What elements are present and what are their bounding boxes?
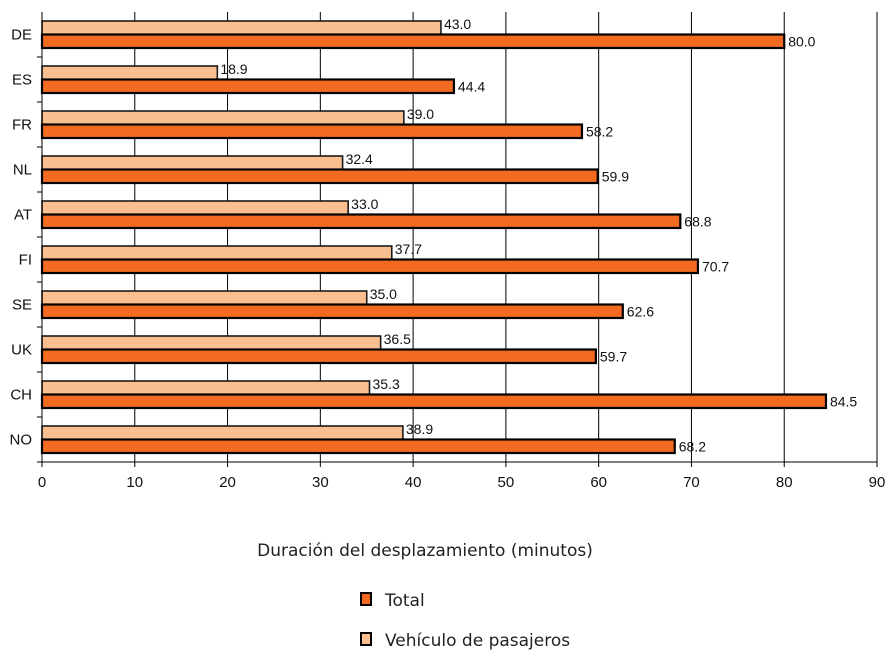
- bar-passenger-se: [41, 290, 368, 306]
- x-tick-label: 70: [683, 474, 700, 491]
- data-label-passenger: 39.0: [407, 106, 434, 122]
- x-tick-label: 40: [405, 474, 422, 491]
- bar-total-at: [40, 213, 682, 230]
- x-tick-label: 60: [590, 474, 607, 491]
- x-tick-label: 0: [38, 474, 46, 491]
- category-label-fi: FI: [19, 252, 32, 269]
- category-label-no: NO: [10, 432, 33, 449]
- category-label-es: ES: [12, 72, 32, 89]
- legend-swatch: [360, 592, 372, 606]
- data-label-total: 68.2: [679, 439, 706, 455]
- category-label-at: AT: [14, 207, 32, 224]
- bar-total-ch: [40, 393, 828, 410]
- bar-passenger-es: [41, 65, 219, 81]
- category-label-ch: CH: [10, 387, 32, 404]
- bar-passenger-at: [41, 200, 349, 216]
- bar-total-es: [40, 78, 456, 95]
- data-label-total: 62.6: [627, 304, 654, 320]
- bar-total-nl: [40, 168, 599, 185]
- data-label-passenger: 38.9: [406, 421, 433, 437]
- category-label-fr: FR: [12, 117, 32, 134]
- data-label-total: 58.2: [586, 124, 613, 140]
- bar-passenger-no: [41, 425, 404, 441]
- data-label-passenger: 37.7: [395, 241, 422, 257]
- category-label-nl: NL: [13, 162, 32, 179]
- data-label-total: 59.9: [602, 169, 629, 185]
- data-label-passenger: 35.0: [370, 286, 397, 302]
- data-label-total: 59.7: [600, 349, 627, 365]
- category-label-se: SE: [12, 297, 32, 314]
- x-tick-label: 30: [312, 474, 329, 491]
- bar-total-se: [40, 303, 624, 320]
- data-label-total: 84.5: [830, 394, 857, 410]
- bar-total-uk: [40, 348, 597, 365]
- legend: Total Vehículo de pasajeros: [360, 591, 570, 651]
- x-tick-label: 90: [869, 474, 886, 491]
- legend-swatch: [360, 632, 372, 646]
- bar-total-de: [40, 33, 786, 50]
- data-labels-group: 43.0 80.0 18.9 44.4 39.0 58.2 32.4 59.9 33.0 68.8…: [220, 16, 857, 455]
- bar-passenger-ch: [41, 380, 371, 396]
- data-label-passenger: 36.5: [384, 331, 411, 347]
- category-label-uk: UK: [11, 342, 32, 359]
- bar-passenger-fi: [41, 245, 393, 261]
- category-labels-group: DE ES FR NL AT FI SE UK CH NO: [10, 27, 33, 449]
- data-label-total: 70.7: [702, 259, 729, 275]
- bar-total-fi: [40, 258, 700, 275]
- data-label-passenger: 33.0: [351, 196, 378, 212]
- data-label-total: 44.4: [458, 79, 485, 95]
- x-tick-label: 80: [776, 474, 793, 491]
- data-label-passenger: 32.4: [346, 151, 373, 167]
- category-label-de: DE: [11, 27, 32, 44]
- bars-group: [40, 20, 828, 455]
- bar-total-fr: [40, 123, 584, 140]
- data-label-total: 80.0: [788, 34, 815, 50]
- data-label-passenger: 43.0: [444, 16, 471, 32]
- x-axis-label: Duración del desplazamiento (minutos): [257, 541, 593, 561]
- x-tick-label: 50: [498, 474, 515, 491]
- bar-total-no: [40, 438, 676, 455]
- x-tick-label: 20: [219, 474, 236, 491]
- x-tick-label: 10: [126, 474, 143, 491]
- data-label-passenger: 35.3: [373, 376, 400, 392]
- data-label-passenger: 18.9: [220, 61, 247, 77]
- bar-passenger-fr: [41, 110, 405, 126]
- bar-passenger-uk: [41, 335, 382, 351]
- data-label-total: 68.8: [684, 214, 711, 230]
- bar-passenger-nl: [41, 155, 344, 171]
- legend-label: Vehículo de pasajeros: [385, 631, 570, 651]
- x-tick-labels-group: 0 10 20 30 40 50 60 70 80 90: [38, 474, 886, 491]
- legend-label: Total: [384, 591, 425, 611]
- bar-passenger-de: [41, 20, 442, 36]
